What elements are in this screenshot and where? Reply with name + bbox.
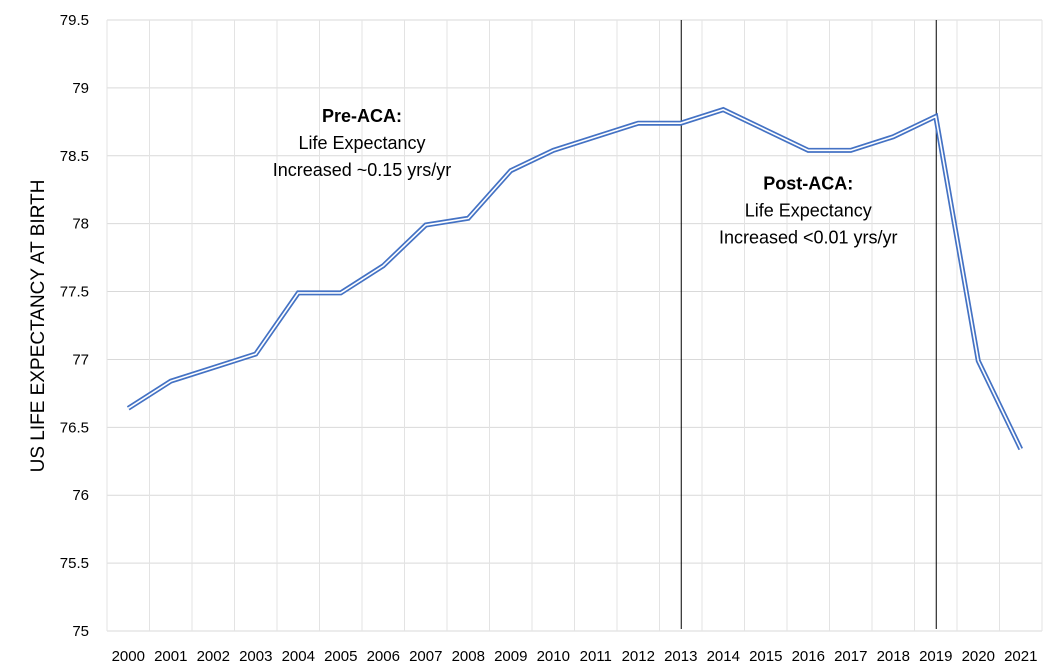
x-axis-tick-labels: 2000 2001 2002 2003 2004 2005 2006 2007 2008 2009… bbox=[112, 648, 1038, 665]
series-line-inner bbox=[127, 108, 1022, 450]
y-tick-label: 76 bbox=[72, 487, 89, 504]
annotations: Pre-ACA: Life Expectancy Increased ~0.15 y… bbox=[273, 106, 898, 248]
x-tick-label: 2000 bbox=[112, 648, 145, 665]
y-tick-label: 75.5 bbox=[60, 555, 89, 572]
x-tick-label: 2016 bbox=[792, 648, 825, 665]
x-tick-label: 2020 bbox=[962, 648, 995, 665]
y-tick-label: 75 bbox=[72, 623, 89, 640]
y-tick-label: 78.5 bbox=[60, 148, 89, 165]
x-tick-label: 2002 bbox=[197, 648, 230, 665]
y-axis-label: US LIFE EXPECTANCY AT BIRTH bbox=[28, 180, 49, 473]
series-lines bbox=[126, 106, 1024, 451]
annotation-text: Life Expectancy bbox=[298, 133, 425, 153]
x-tick-label: 2021 bbox=[1004, 648, 1037, 665]
x-tick-label: 2004 bbox=[282, 648, 315, 665]
x-tick-label: 2011 bbox=[580, 648, 612, 665]
annotation-heading: Post-ACA: bbox=[763, 174, 853, 194]
y-tick-label: 79.5 bbox=[60, 12, 89, 29]
x-tick-label: 2005 bbox=[324, 648, 357, 665]
y-tick-label: 76.5 bbox=[60, 419, 89, 436]
x-tick-label: 2012 bbox=[622, 648, 655, 665]
x-tick-label: 2014 bbox=[707, 648, 740, 665]
gridlines bbox=[106, 19, 1043, 632]
x-tick-label: 2015 bbox=[749, 648, 782, 665]
x-tick-label: 2008 bbox=[452, 648, 485, 665]
annotation-text: Life Expectancy bbox=[745, 201, 872, 221]
x-tick-label: 2007 bbox=[409, 648, 442, 665]
y-tick-label: 78 bbox=[72, 216, 89, 233]
y-tick-label: 77 bbox=[72, 351, 89, 368]
annotation-text: Increased <0.01 yrs/yr bbox=[719, 228, 898, 248]
annotation-heading: Pre-ACA: bbox=[322, 106, 402, 126]
y-axis-tick-labels: 75 75.5 76 76.5 77 77.5 78 78.5 79 79.5 bbox=[60, 12, 89, 640]
x-tick-label: 2003 bbox=[239, 648, 272, 665]
x-tick-label: 2019 bbox=[919, 648, 952, 665]
x-tick-label: 2006 bbox=[367, 648, 400, 665]
y-tick-label: 77.5 bbox=[60, 284, 89, 301]
x-tick-label: 2013 bbox=[664, 648, 697, 665]
x-tick-label: 2001 bbox=[154, 648, 187, 665]
y-tick-label: 79 bbox=[72, 80, 89, 97]
x-tick-label: 2009 bbox=[494, 648, 527, 665]
x-tick-label: 2010 bbox=[537, 648, 570, 665]
x-tick-label: 2018 bbox=[877, 648, 910, 665]
x-tick-label: 2017 bbox=[834, 648, 867, 665]
annotation-text: Increased ~0.15 yrs/yr bbox=[273, 160, 452, 180]
